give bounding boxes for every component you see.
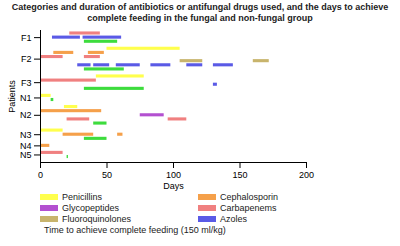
svg-text:150: 150: [232, 170, 247, 180]
svg-text:F2: F2: [21, 54, 32, 64]
svg-text:Days: Days: [163, 181, 184, 191]
svg-text:0: 0: [38, 170, 43, 180]
svg-text:N5: N5: [20, 150, 32, 160]
svg-text:F3: F3: [21, 78, 32, 88]
html-text:Time to achieve complete feedi: Time to achieve complete feeding (150 ml…: [44, 225, 226, 235]
svg-text:F1: F1: [21, 33, 32, 43]
svg-text:Patients: Patients: [7, 80, 17, 113]
html-text:Azoles: Azoles: [220, 214, 247, 224]
svg-text:N4: N4: [20, 140, 32, 151]
html-text:Glycopeptides: Glycopeptides: [62, 203, 119, 213]
svg-text:N2: N2: [20, 110, 32, 120]
html-text:Carbapenems: Carbapenems: [220, 203, 277, 213]
svg-text:200: 200: [299, 170, 314, 180]
svg-text:50: 50: [102, 170, 112, 180]
html-text:Cephalosporin: Cephalosporin: [220, 192, 278, 202]
html-text:Categories and duration of ant: Categories and duration of antibiotics o…: [11, 2, 389, 23]
html-text:Fluoroquinolones: Fluoroquinolones: [62, 214, 131, 224]
html-text:Penicillins: Penicillins: [62, 192, 102, 202]
svg-text:N3: N3: [20, 130, 32, 140]
svg-text:100: 100: [166, 170, 181, 180]
svg-text:N1: N1: [20, 93, 32, 103]
